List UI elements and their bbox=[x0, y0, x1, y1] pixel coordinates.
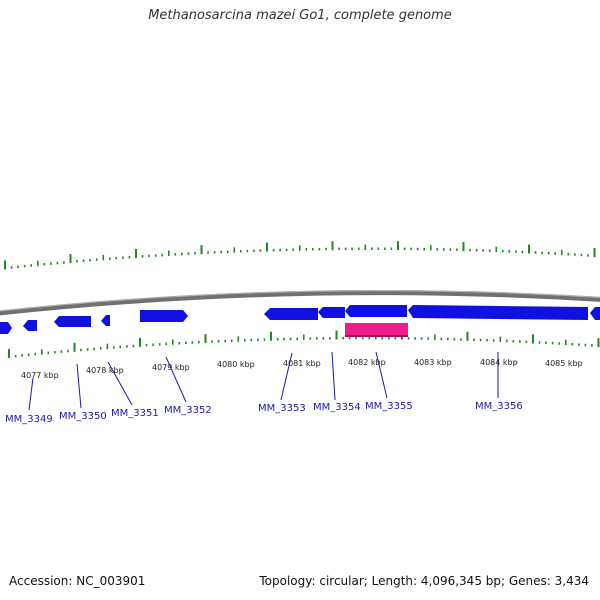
feature-highlight-edge bbox=[345, 335, 408, 337]
genome-backbone-highlight bbox=[0, 289, 600, 312]
gene-arrow[interactable] bbox=[140, 310, 188, 322]
leader-line bbox=[28, 377, 34, 411]
gene-arrow[interactable] bbox=[318, 307, 345, 318]
tick-label: 4077 kbp bbox=[21, 371, 59, 380]
leader-line bbox=[107, 361, 133, 406]
tick-label: 4082 kbp bbox=[348, 358, 386, 367]
gene-label-mm3350[interactable]: MM_3350 bbox=[59, 411, 107, 422]
gene-arrow[interactable] bbox=[590, 307, 600, 320]
tick-label: 4084 kbp bbox=[480, 358, 518, 367]
gene-arrow[interactable] bbox=[0, 322, 12, 334]
feature-highlight[interactable] bbox=[345, 323, 408, 336]
gene-label-mm3354[interactable]: MM_3354 bbox=[313, 402, 361, 413]
genome-backbone bbox=[0, 290, 600, 316]
genome-stats-text: Topology: circular; Length: 4,096,345 bp… bbox=[259, 574, 589, 588]
leader-line bbox=[165, 356, 187, 403]
gene-track bbox=[0, 305, 600, 337]
accession-text: Accession: NC_003901 bbox=[9, 574, 146, 588]
tick-label: 4085 kbp bbox=[545, 359, 583, 368]
genome-title: Methanosarcina mazei Go1, complete genom… bbox=[148, 8, 452, 23]
gene-label-mm3349[interactable]: MM_3349 bbox=[5, 414, 53, 425]
gene-arrow[interactable] bbox=[408, 305, 588, 320]
gene-label-mm3353[interactable]: MM_3353 bbox=[258, 403, 306, 414]
leader-line bbox=[375, 351, 388, 399]
gene-arrow[interactable] bbox=[23, 320, 37, 331]
gene-label-mm3355[interactable]: MM_3355 bbox=[365, 401, 413, 412]
gene-arrow[interactable] bbox=[54, 316, 91, 327]
leader-line bbox=[76, 363, 82, 409]
gene-label-mm3356[interactable]: MM_3356 bbox=[475, 401, 523, 412]
tick-label: 4083 kbp bbox=[414, 358, 452, 367]
gene-label-mm3351[interactable]: MM_3351 bbox=[111, 408, 159, 419]
gene-labels: MM_3349 MM_3350 MM_3351 MM_3352 MM_3353 … bbox=[5, 401, 523, 425]
gene-arrow[interactable] bbox=[264, 308, 318, 320]
gene-label-mm3352[interactable]: MM_3352 bbox=[164, 405, 212, 416]
leader-line bbox=[331, 351, 336, 401]
tick-label: 4080 kbp bbox=[217, 360, 255, 369]
inner-tick-ring bbox=[8, 330, 600, 358]
tick-label: 4081 kbp bbox=[283, 359, 321, 368]
outer-tick-ring bbox=[4, 241, 596, 270]
gene-label-leaders bbox=[28, 351, 499, 411]
gene-arrow[interactable] bbox=[101, 315, 110, 326]
leader-line bbox=[280, 352, 293, 401]
gene-arrow[interactable] bbox=[345, 305, 407, 317]
tick-label: 4078 kbp bbox=[86, 366, 124, 375]
